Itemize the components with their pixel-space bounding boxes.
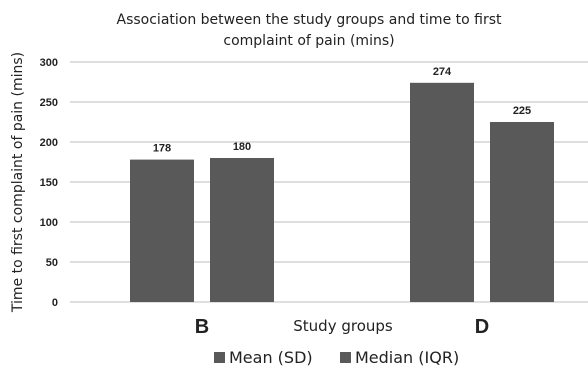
y-tick-label-300: 300 xyxy=(40,57,58,69)
x-category-label-D: D xyxy=(475,316,489,338)
legend-swatch-0 xyxy=(214,352,225,363)
x-axis-label: Study groups xyxy=(293,317,393,335)
y-tick-label-250: 250 xyxy=(40,97,58,109)
bar-B-series-1 xyxy=(210,158,274,302)
legend-entry-0: Mean (SD) xyxy=(229,348,313,367)
data-label-B-series-1: 180 xyxy=(233,141,251,153)
data-label-D-series-0: 274 xyxy=(433,66,452,78)
y-tick-label-50: 50 xyxy=(46,257,58,269)
chart-title-line-2: complaint of pain (mins) xyxy=(223,33,394,49)
legend: Mean (SD) Median (IQR) xyxy=(214,348,459,367)
y-tick-label-100: 100 xyxy=(40,217,58,229)
x-category-label-B: B xyxy=(195,316,209,338)
labels-layer: 178 180 B 274 225 D xyxy=(153,66,531,338)
y-tick-label-200: 200 xyxy=(40,137,58,149)
data-label-D-series-1: 225 xyxy=(513,105,531,117)
legend-entry-1: Median (IQR) xyxy=(355,348,459,367)
legend-swatch-1 xyxy=(340,352,351,363)
bars-layer xyxy=(130,82,554,302)
bar-D-series-0 xyxy=(410,82,474,302)
y-axis-label: Time to first complaint of pain (mins) xyxy=(10,52,26,313)
y-tick-label-0: 0 xyxy=(52,297,58,309)
y-tick-label-150: 150 xyxy=(40,177,58,189)
data-label-B-series-0: 178 xyxy=(153,143,171,155)
chart-title-line-1: Association between the study groups and… xyxy=(117,12,503,28)
bar-D-series-1 xyxy=(490,122,554,302)
bar-B-series-0 xyxy=(130,159,194,302)
